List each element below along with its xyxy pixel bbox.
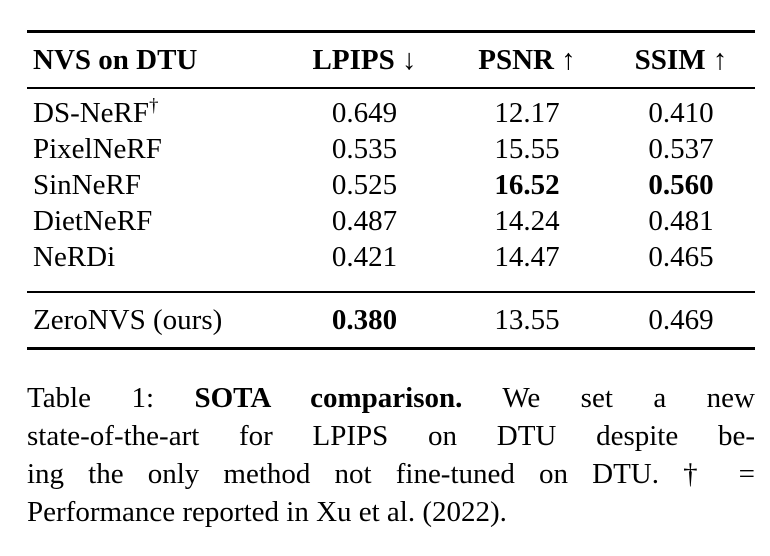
table-header: NVS on DTU LPIPS ↓ PSNR ↑ SSIM ↑	[27, 32, 755, 89]
cell-method: NeRDi	[27, 239, 282, 292]
cell-ssim-best: 0.560	[648, 169, 714, 201]
cell-method: SinNeRF	[27, 167, 282, 203]
up-arrow-icon: ↑	[561, 44, 576, 76]
cell-psnr: 13.55	[494, 304, 560, 336]
header-psnr: PSNR ↑	[447, 32, 607, 89]
table-caption: Table 1: SOTA comparison. We set a new s…	[27, 379, 755, 531]
table-footer-row-group: ZeroNVS (ours) 0.380 13.55 0.469	[27, 292, 755, 349]
header-lpips-label: LPIPS	[312, 44, 395, 76]
cell-ssim: 0.465	[648, 241, 714, 273]
method-name: ZeroNVS (ours)	[33, 304, 223, 336]
table-row: SinNeRF 0.525 16.52 0.560	[27, 167, 755, 203]
method-name: DietNeRF	[33, 205, 153, 237]
table-row: DS-NeRF† 0.649 12.17 0.410	[27, 88, 755, 131]
caption-line-4: Performance reported in Xu et al. (2022)…	[27, 496, 507, 528]
cell-ssim: 0.481	[648, 205, 714, 237]
header-row: NVS on DTU LPIPS ↓ PSNR ↑ SSIM ↑	[27, 32, 755, 89]
table-body: DS-NeRF† 0.649 12.17 0.410 PixelNeRF 0.5…	[27, 88, 755, 292]
cell-method: DietNeRF	[27, 203, 282, 239]
down-arrow-icon: ↓	[401, 44, 417, 76]
cell-lpips-best: 0.380	[331, 304, 398, 336]
caption-line-2: state-of-the-art for LPIPS on DTU despit…	[27, 420, 755, 452]
cell-ssim: 0.410	[648, 97, 714, 129]
method-name: PixelNeRF	[33, 133, 162, 165]
caption-line-3: ing the only method not fine-tuned on DT…	[27, 458, 755, 490]
header-method: NVS on DTU	[27, 32, 282, 89]
cell-psnr: 14.47	[494, 241, 560, 273]
header-psnr-label: PSNR	[478, 44, 554, 76]
table-row: PixelNeRF 0.535 15.55 0.537	[27, 131, 755, 167]
cell-lpips: 0.649	[331, 97, 398, 129]
cell-psnr: 14.24	[494, 205, 560, 237]
cell-lpips: 0.525	[331, 169, 398, 201]
caption-line-1: Table 1: SOTA comparison. We set a new	[27, 379, 755, 417]
cell-ssim: 0.469	[648, 304, 714, 336]
results-table: NVS on DTU LPIPS ↓ PSNR ↑ SSIM ↑ DS-NeRF…	[27, 30, 755, 350]
cell-psnr: 15.55	[494, 133, 560, 165]
method-name: NeRDi	[33, 241, 116, 273]
table-figure: NVS on DTU LPIPS ↓ PSNR ↑ SSIM ↑ DS-NeRF…	[27, 30, 755, 531]
cell-psnr-best: 16.52	[494, 169, 560, 201]
method-name: SinNeRF	[33, 169, 141, 201]
cell-ssim: 0.537	[648, 133, 714, 165]
table-row: DietNeRF 0.487 14.24 0.481	[27, 203, 755, 239]
caption-title: SOTA comparison.	[194, 382, 463, 414]
cell-lpips: 0.535	[331, 133, 398, 165]
header-ssim: SSIM ↑	[607, 32, 755, 89]
cell-method: PixelNeRF	[27, 131, 282, 167]
cell-psnr: 12.17	[494, 97, 560, 129]
cell-lpips: 0.421	[331, 241, 398, 273]
table-row: NeRDi 0.421 14.47 0.465	[27, 239, 755, 292]
header-ssim-label: SSIM	[634, 44, 706, 76]
cell-method: DS-NeRF†	[27, 88, 282, 131]
caption-text: We set a new	[502, 382, 755, 414]
cell-lpips: 0.487	[331, 205, 398, 237]
method-name: DS-NeRF	[33, 97, 150, 129]
header-lpips: LPIPS ↓	[282, 32, 447, 89]
dagger-icon: †	[149, 95, 159, 117]
table-row-ours: ZeroNVS (ours) 0.380 13.55 0.469	[27, 292, 755, 349]
header-method-label: NVS on DTU	[33, 44, 198, 76]
caption-label: Table 1:	[27, 382, 154, 414]
cell-method-ours: ZeroNVS (ours)	[27, 292, 282, 349]
up-arrow-icon: ↑	[712, 44, 728, 76]
